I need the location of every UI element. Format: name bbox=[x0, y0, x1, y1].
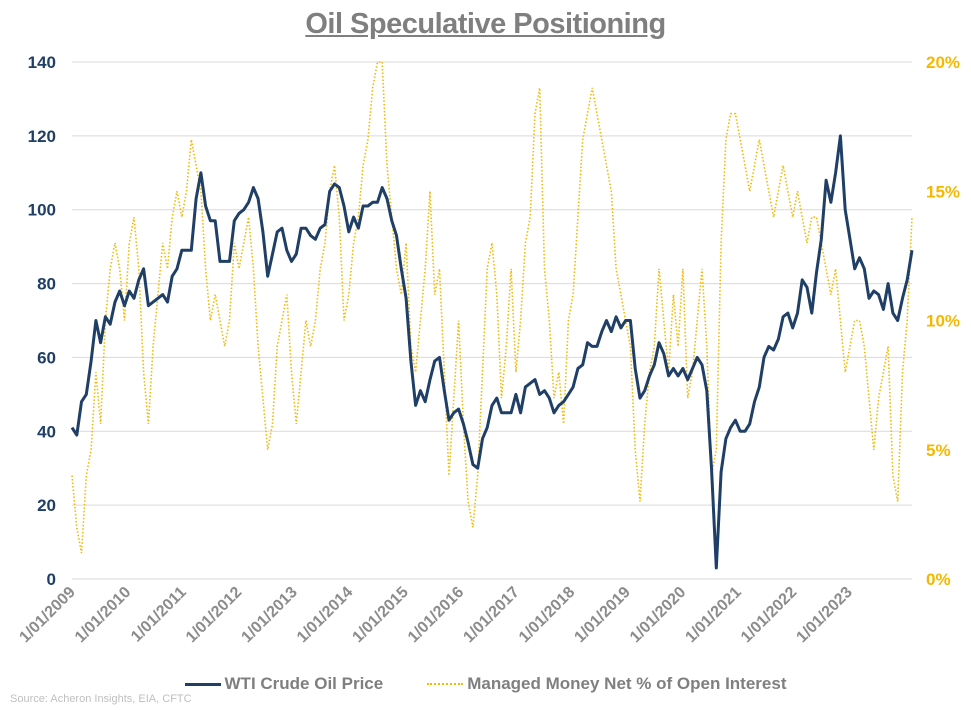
x-tick-label: 1/01/2010 bbox=[72, 584, 134, 646]
legend-swatch-wti bbox=[184, 682, 221, 686]
legend-item-wti: WTI Crude Oil Price bbox=[184, 674, 384, 694]
y-left-tick-label: 140 bbox=[28, 53, 56, 72]
y-right-tick-label: 20% bbox=[926, 53, 960, 72]
y-left-tick-label: 0 bbox=[47, 570, 56, 589]
y-left-tick-label: 40 bbox=[37, 422, 56, 441]
y-left-tick-label: 20 bbox=[37, 496, 56, 515]
y-right-tick-label: 0% bbox=[926, 570, 951, 589]
legend: WTI Crude Oil Price Managed Money Net % … bbox=[0, 674, 971, 694]
y-left-tick-label: 120 bbox=[28, 127, 56, 146]
source-note: Source: Acheron Insights, EIA, CFTC bbox=[10, 693, 192, 705]
x-tick-label: 1/01/2011 bbox=[128, 584, 190, 646]
x-tick-label: 1/01/2014 bbox=[294, 584, 356, 646]
x-tick-label: 1/01/2016 bbox=[405, 584, 467, 646]
legend-label-positioning: Managed Money Net % of Open Interest bbox=[467, 674, 787, 693]
x-tick-label: 1/01/2013 bbox=[238, 584, 300, 646]
chart-title: Oil Speculative Positioning bbox=[305, 8, 666, 40]
x-tick-label: 1/01/2020 bbox=[627, 584, 689, 646]
x-tick-label: 1/01/2017 bbox=[460, 584, 522, 646]
x-tick-label: 1/01/2018 bbox=[516, 584, 578, 646]
legend-swatch-positioning bbox=[427, 683, 464, 685]
x-tick-label: 1/01/2012 bbox=[183, 584, 245, 646]
series-managed-money-line bbox=[71, 61, 913, 554]
x-tick-label: 1/01/2019 bbox=[571, 584, 633, 646]
legend-label-wti: WTI Crude Oil Price bbox=[224, 674, 384, 693]
x-tick-label: 1/01/2022 bbox=[738, 584, 800, 646]
x-tick-label: 1/01/2009 bbox=[16, 584, 78, 646]
y-left-tick-label: 60 bbox=[37, 348, 56, 367]
x-tick-label: 1/01/2015 bbox=[349, 584, 411, 646]
y-right-tick-label: 15% bbox=[926, 182, 960, 201]
x-tick-label: 1/01/2023 bbox=[793, 584, 855, 646]
series-wti-line bbox=[70, 134, 914, 570]
y-right-tick-label: 5% bbox=[926, 441, 951, 460]
y-right-tick-label: 10% bbox=[926, 312, 960, 331]
x-tick-label: 1/01/2021 bbox=[682, 584, 744, 646]
y-left-tick-label: 80 bbox=[37, 275, 56, 294]
legend-item-positioning: Managed Money Net % of Open Interest bbox=[427, 674, 786, 694]
y-left-tick-label: 100 bbox=[28, 201, 56, 220]
